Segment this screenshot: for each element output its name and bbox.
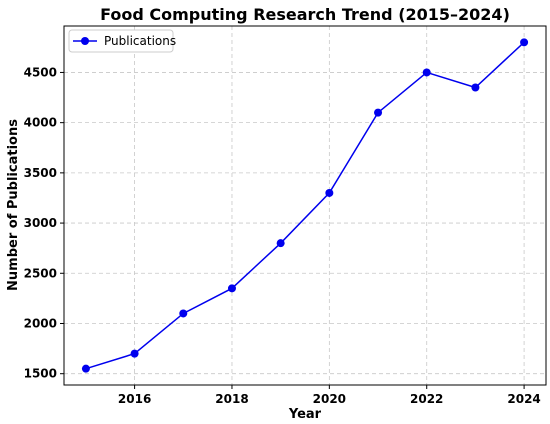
- legend-label: Publications: [104, 34, 176, 48]
- y-tick-label: 4000: [24, 116, 57, 130]
- data-point: [276, 239, 285, 248]
- series-line: [85, 41, 525, 370]
- y-tick-label: 3000: [24, 216, 57, 230]
- data-point: [471, 83, 480, 92]
- y-tick-label: 2500: [24, 266, 57, 280]
- legend-box: [68, 29, 174, 53]
- y-tick-label: 4500: [24, 65, 57, 79]
- x-tick-label: 2018: [215, 392, 248, 406]
- data-point: [325, 188, 334, 197]
- x-tick-label: 2022: [410, 392, 443, 406]
- legend: Publications: [68, 29, 176, 53]
- y-tick-label: 2000: [24, 316, 57, 330]
- data-point: [520, 38, 529, 47]
- chart-title: Food Computing Research Trend (2015–2024…: [100, 5, 510, 24]
- x-tick-label: 2024: [507, 392, 540, 406]
- grid: [64, 26, 546, 385]
- plot-area: [63, 25, 547, 386]
- series-layer: [81, 38, 529, 373]
- data-point: [81, 364, 90, 373]
- axis-ticks: 2016 2018 2020 2022 2024 1500 2000 2500 3000 3500…: [24, 65, 541, 406]
- data-point: [422, 68, 431, 77]
- data-point: [179, 309, 188, 318]
- x-tick-label: 2016: [118, 392, 151, 406]
- data-point: [130, 349, 139, 358]
- x-axis-label: Year: [288, 407, 322, 422]
- x-tick-label: 2020: [313, 392, 346, 406]
- y-tick-label: 1500: [24, 367, 57, 381]
- data-point: [227, 284, 236, 293]
- y-tick-label: 3500: [24, 166, 57, 180]
- y-axis-label: Number of Publications: [6, 119, 21, 291]
- data-point: [374, 108, 383, 117]
- legend-marker: [81, 37, 89, 45]
